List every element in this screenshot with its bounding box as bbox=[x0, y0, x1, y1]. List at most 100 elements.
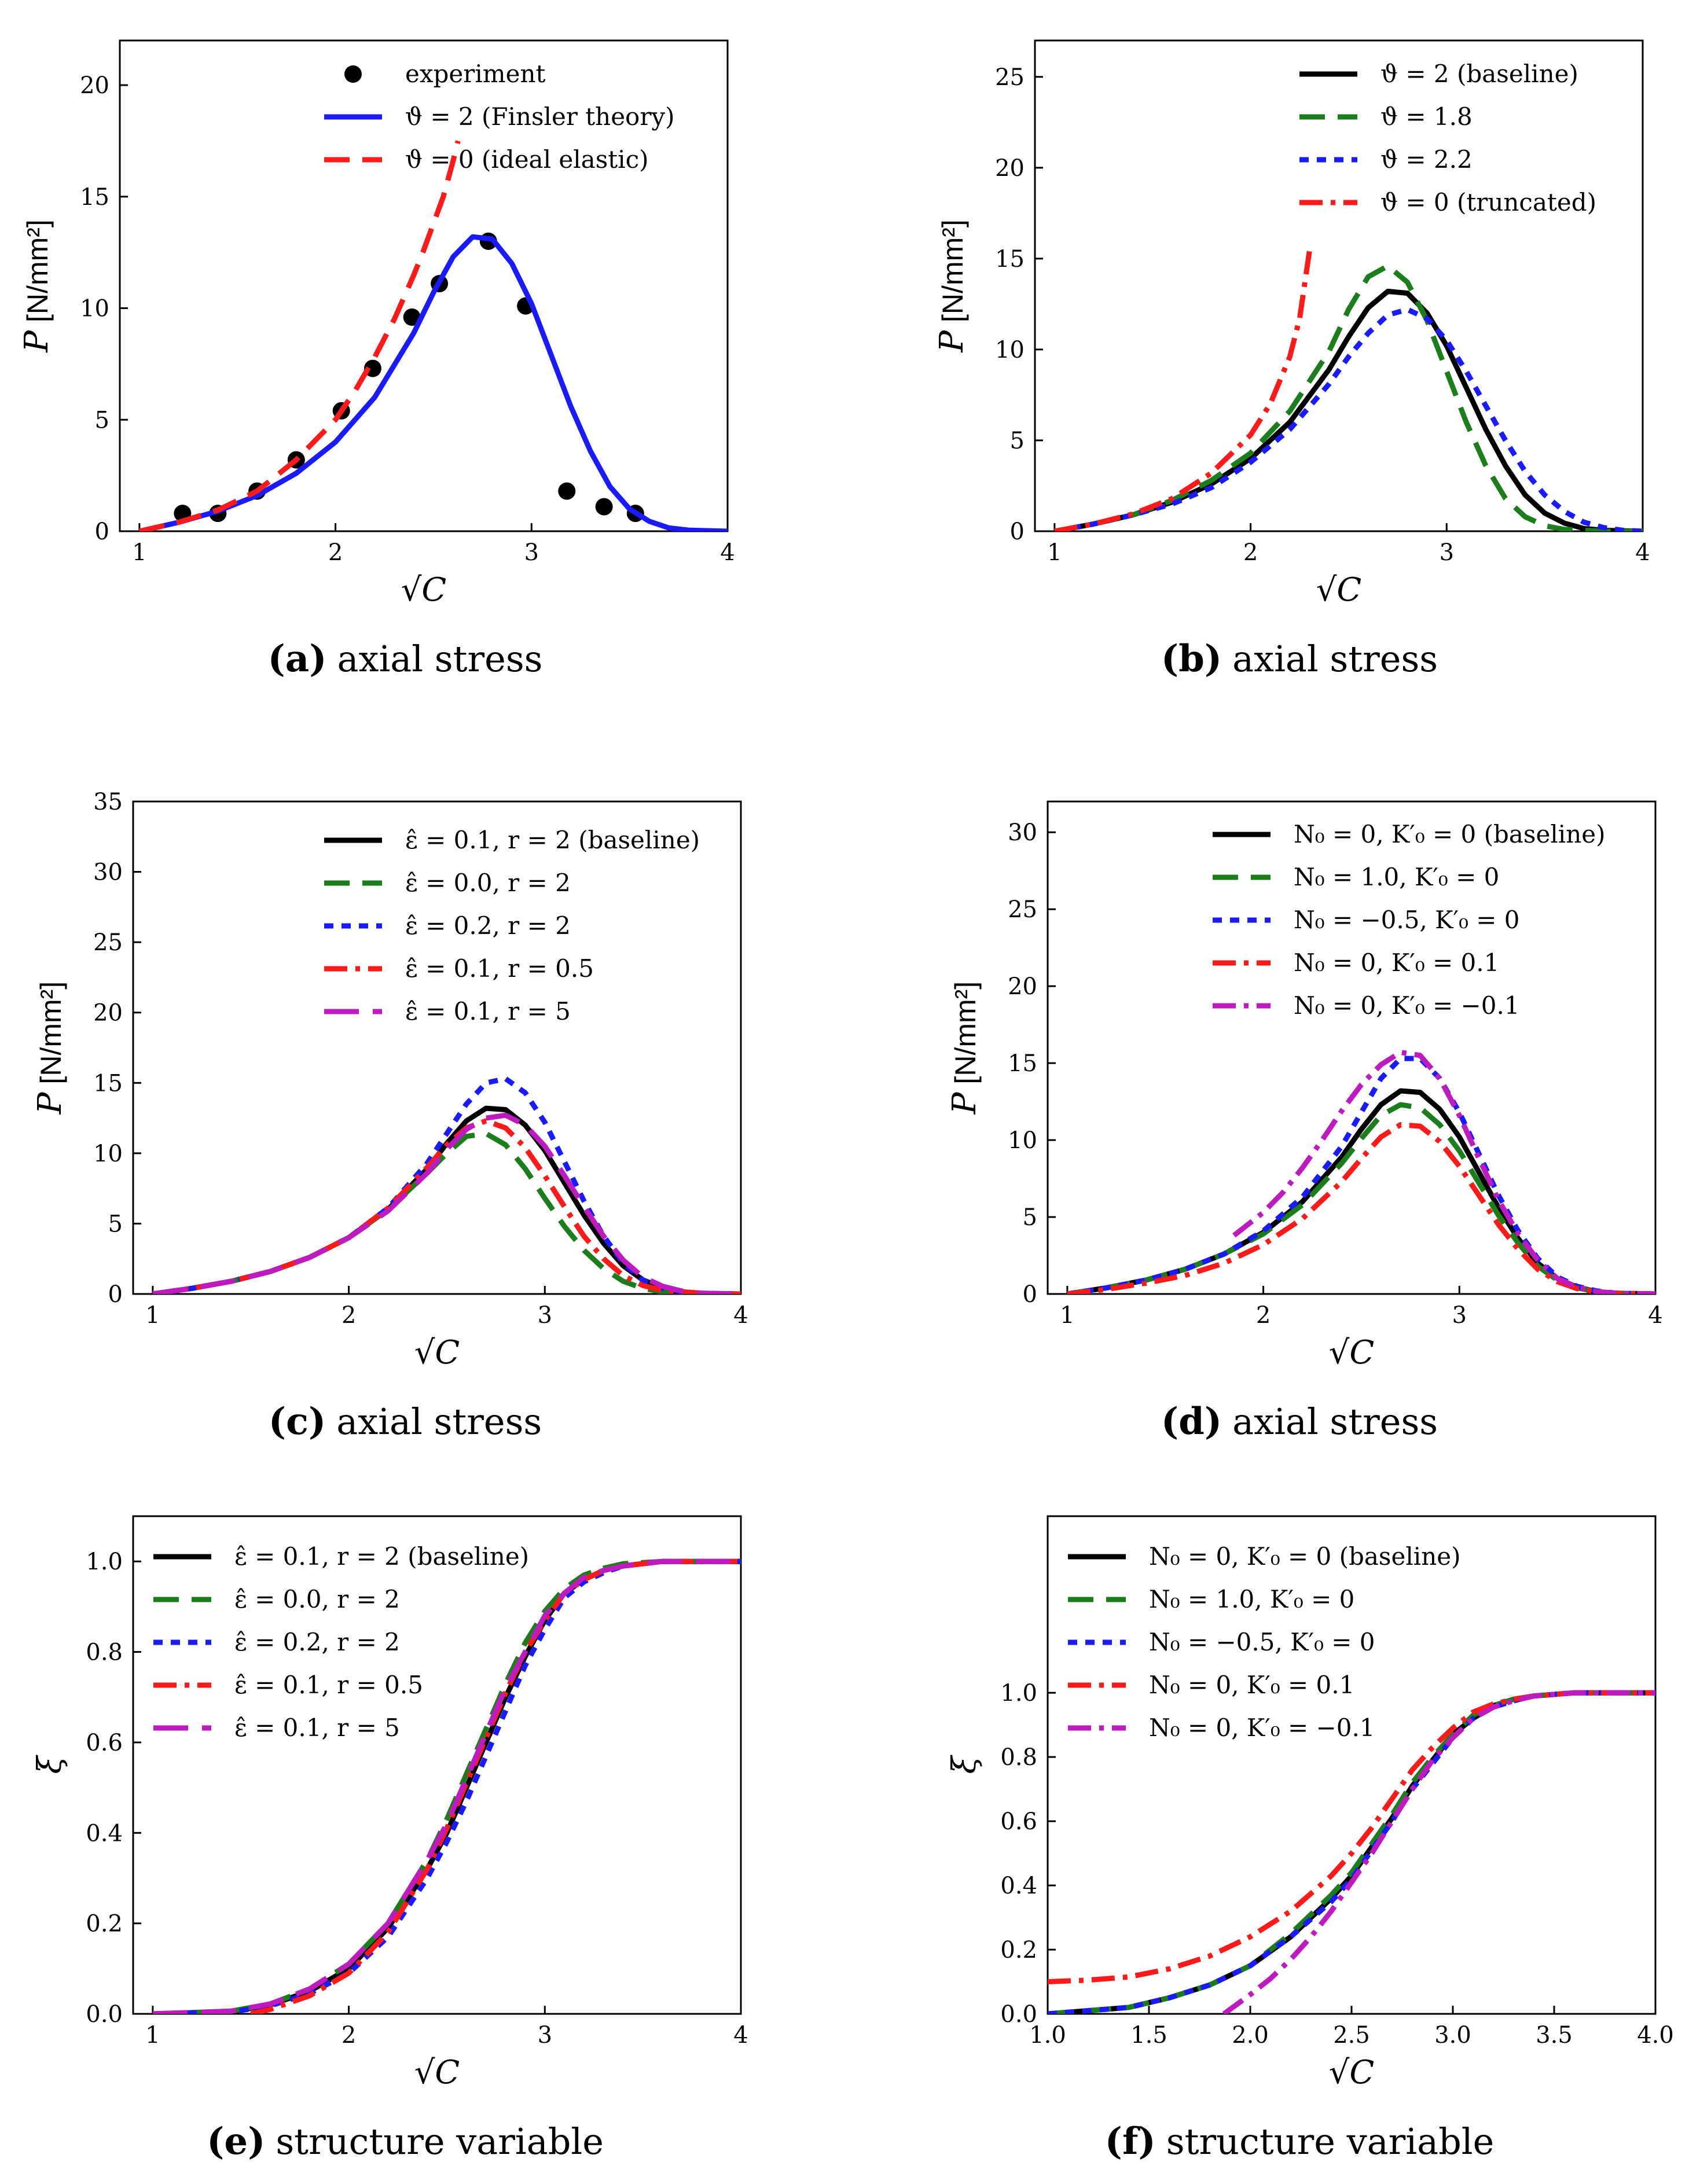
axes-frame-e bbox=[132, 1515, 742, 2015]
data-point bbox=[558, 482, 576, 500]
legend-label: ε̂ = 0.1, r = 5 bbox=[405, 997, 571, 1025]
chart-panel-b: 1 2 3 4 0 5 10 15 20 25 √C P [N/mm²] ϑ = 2 (baseline)… bbox=[933, 39, 1650, 609]
y-tick-label: 0.4 bbox=[86, 1820, 123, 1847]
y-axis-unit: [N/mm²] bbox=[35, 981, 67, 1084]
y-tick-label: 20 bbox=[995, 155, 1025, 182]
caption-text: axial stress bbox=[1232, 1400, 1438, 1443]
x-tick-label: 3.0 bbox=[1434, 2022, 1471, 2049]
legend-label: ε̂ = 0.2, r = 2 bbox=[405, 911, 571, 940]
y-tick-label: 0 bbox=[1010, 519, 1025, 545]
y-tick-label: 1.0 bbox=[86, 1549, 123, 1575]
legend-label: N₀ = 1.0, K′₀ = 0 bbox=[1294, 863, 1499, 891]
legend-label: ϑ = 2 (baseline) bbox=[1380, 60, 1578, 88]
x-tick-label: 1 bbox=[1047, 539, 1062, 566]
y-axis-symbol: P bbox=[18, 330, 56, 353]
x-tick-label: 2.5 bbox=[1333, 2022, 1370, 2049]
series-line bbox=[138, 234, 728, 531]
legend: N₀ = 0, K′₀ = 0 (baseline) N₀ = 1.0, K′₀ … bbox=[1068, 1542, 1461, 1742]
y-tick-label: 0 bbox=[95, 519, 109, 545]
legend-label: ϑ = 0 (truncated) bbox=[1380, 188, 1596, 216]
series-line bbox=[1054, 307, 1643, 531]
data-point bbox=[403, 308, 421, 326]
y-axis-label: P [N/mm²] bbox=[18, 219, 56, 352]
legend-label: ε̂ = 0.1, r = 2 (baseline) bbox=[405, 826, 700, 854]
y-axis-symbol: P bbox=[31, 1091, 69, 1115]
series-line bbox=[152, 1558, 741, 2014]
y-tick-label: 10 bbox=[93, 1141, 123, 1167]
x-tick-label: 1 bbox=[132, 539, 146, 566]
series-line bbox=[1067, 1056, 1655, 1294]
caption-tag: (a) bbox=[268, 637, 327, 681]
y-tick-label: 0.2 bbox=[1000, 1937, 1037, 1964]
axes-frame-a bbox=[119, 39, 729, 532]
x-tick-label: 3 bbox=[538, 2022, 552, 2049]
x-tick-label: 2 bbox=[1243, 539, 1258, 566]
x-tick-label: 1.0 bbox=[1029, 2022, 1066, 2049]
series-line bbox=[1232, 1050, 1655, 1294]
y-tick-label: 20 bbox=[1008, 973, 1037, 1000]
x-tick-label: 3 bbox=[1452, 1302, 1467, 1329]
x-axis-label: √C bbox=[1329, 2054, 1375, 2091]
panel-caption-b: (b) axial stress bbox=[1161, 637, 1438, 681]
y-tick-label: 5 bbox=[1010, 428, 1025, 454]
series-group bbox=[1054, 251, 1643, 531]
legend-label: N₀ = 0, K′₀ = 0 (baseline) bbox=[1294, 820, 1606, 848]
legend: ε̂ = 0.1, r = 2 (baseline) ε̂ = 0.0, r = … bbox=[153, 1542, 529, 1742]
y-tick-label: 30 bbox=[1008, 819, 1037, 846]
caption-text: axial stress bbox=[1232, 638, 1438, 680]
y-tick-label: 0.8 bbox=[86, 1639, 123, 1666]
y-tick-label: 0.8 bbox=[1000, 1744, 1037, 1771]
y-tick-label: 35 bbox=[93, 789, 123, 815]
series-line bbox=[1054, 288, 1643, 531]
y-tick-label: 5 bbox=[1023, 1204, 1037, 1231]
legend-label: ϑ = 2.2 bbox=[1380, 145, 1473, 174]
y-tick-label: 15 bbox=[1008, 1050, 1037, 1077]
x-axis-label: √C bbox=[414, 1334, 460, 1372]
y-axis-label: P [N/mm²] bbox=[946, 981, 983, 1115]
x-tick-label: 4 bbox=[733, 1302, 748, 1329]
panel-caption-e: (e) structure variable bbox=[207, 2120, 604, 2163]
axes-frame-d bbox=[1047, 800, 1657, 1295]
data-point bbox=[595, 498, 613, 516]
y-axis-label: P [N/mm²] bbox=[31, 981, 69, 1115]
y-tick-label: 0 bbox=[1023, 1281, 1037, 1308]
caption-tag: (b) bbox=[1161, 637, 1222, 681]
caption-text: axial stress bbox=[337, 638, 543, 680]
series-line bbox=[138, 140, 461, 531]
caption-tag: (f) bbox=[1105, 2120, 1156, 2163]
caption-text: axial stress bbox=[336, 1400, 542, 1443]
legend-label: ϑ = 0 (ideal elastic) bbox=[405, 145, 648, 174]
chart-panel-f: 1.0 1.5 2.0 2.5 3.0 3.5 4.0 0.0 0.2 0.4 0.6 0.8 1.0 √… bbox=[946, 1515, 1674, 2091]
legend: N₀ = 0, K′₀ = 0 (baseline) N₀ = 1.0, K′₀ … bbox=[1213, 820, 1606, 1020]
y-tick-label: 1.0 bbox=[1000, 1680, 1037, 1707]
y-tick-label: 0.2 bbox=[86, 1911, 123, 1937]
legend-label: N₀ = 0, K′₀ = −0.1 bbox=[1294, 991, 1520, 1020]
y-tick-label: 10 bbox=[995, 337, 1025, 363]
series-group bbox=[152, 1076, 741, 1294]
y-tick-label: 0.4 bbox=[1000, 1873, 1037, 1899]
legend-label: experiment bbox=[405, 60, 546, 88]
series-line bbox=[1222, 1690, 1655, 2014]
y-axis-unit: [N/mm²] bbox=[937, 219, 969, 322]
legend-label: N₀ = 1.0, K′₀ = 0 bbox=[1149, 1585, 1354, 1613]
y-tick-label: 25 bbox=[995, 64, 1025, 91]
series-line bbox=[152, 1558, 741, 2014]
y-tick-label: 30 bbox=[93, 859, 123, 886]
x-axis-label: √C bbox=[1316, 571, 1362, 609]
legend-label: ε̂ = 0.1, r = 5 bbox=[234, 1714, 400, 1742]
legend-label: ε̂ = 0.1, r = 2 (baseline) bbox=[234, 1542, 529, 1571]
x-tick-label: 4 bbox=[1648, 1302, 1662, 1329]
panel-caption-d: (d) axial stress bbox=[1161, 1400, 1438, 1443]
x-tick-label: 3.5 bbox=[1536, 2022, 1573, 2049]
y-tick-label: 0.0 bbox=[1000, 2001, 1037, 2028]
y-tick-label: 10 bbox=[80, 296, 109, 322]
legend-label: ε̂ = 0.0, r = 2 bbox=[234, 1585, 400, 1613]
legend-label: ε̂ = 0.0, r = 2 bbox=[405, 869, 571, 897]
y-tick-label: 10 bbox=[1008, 1127, 1037, 1154]
x-tick-label: 3 bbox=[524, 539, 539, 566]
chart-panel-c: 1 2 3 4 0 5 10 15 20 25 30 35 √C P [N/mm²] ε̂ = 0.1, r … bbox=[31, 789, 748, 1372]
x-tick-label: 1 bbox=[145, 2022, 160, 2049]
x-axis-label: √C bbox=[414, 2054, 460, 2091]
